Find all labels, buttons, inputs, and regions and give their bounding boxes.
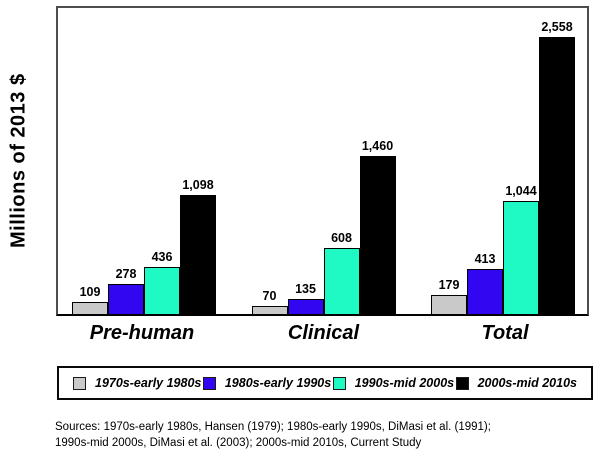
bar-group-pre-human: 109 278 436 1,098 [72,179,216,314]
bar-1990s-mid-2000s: 436 [144,251,180,314]
x-axis-labels: Pre-human Clinical Total [56,322,589,345]
bar-group-total: 179 413 1,044 2,558 [431,21,575,314]
legend-label: 2000s-mid 2010s [477,376,577,390]
bar-1980s-early-1990s: 413 [467,253,503,314]
legend-label: 1980s-early 1990s [224,376,332,390]
y-axis-label: Millions of 2013 $ [7,73,30,249]
bar-1990s-mid-2000s: 1,044 [503,185,539,314]
legend-swatch-icon [332,376,346,390]
bar-2000s-mid-2010s: 1,098 [180,179,216,314]
bar-value-label: 2,558 [541,20,573,34]
legend-swatch-icon [202,376,216,390]
sources-line-2: 1990s-mid 2000s, DiMasi et al. (2003); 2… [55,437,422,449]
legend-item-1990s-mid-2000s: 1990s-mid 2000s [332,376,455,390]
bar-1970s-early-1980s: 70 [251,290,288,314]
bar-value-label: 608 [331,231,352,245]
legend-label: 1990s-mid 2000s [354,376,455,390]
legend-item-1970s-early-1980s: 1970s-early 1980s [73,376,201,390]
x-axis-label-clinical: Clinical [287,322,360,344]
bar-value-label: 179 [438,278,460,292]
bar-1970s-early-1980s: 109 [72,286,108,314]
legend-item-1980s-early-1990s: 1980s-early 1990s [202,376,332,390]
bar-value-label: 413 [474,252,496,266]
bar-value-label: 135 [295,282,316,296]
bar-value-label: 1,460 [361,139,394,153]
bar-2000s-mid-2010s: 1,460 [359,140,396,314]
legend-swatch-icon [73,376,86,390]
bar-1990s-mid-2000s: 608 [323,232,360,314]
sources-note: Sources: 1970s-early 1980s, Hansen (1979… [55,419,491,451]
legend-item-2000s-mid-2010s: 2000s-mid 2010s [455,376,577,390]
x-axis-label-pre-human: Pre-human [89,322,195,344]
bar-value-label: 436 [151,250,173,264]
plot-area: 109 278 436 1,098 70 135 608 1,460 179 413 1,044 2,… [56,6,589,316]
bar-1980s-early-1990s: 135 [287,283,324,314]
bar-value-label: 278 [115,267,137,281]
bar-2000s-mid-2010s: 2,558 [539,21,575,314]
x-axis-label-total: Total [481,322,529,344]
sources-line-1: Sources: 1970s-early 1980s, Hansen (1979… [55,421,491,433]
bar-value-label: 109 [79,285,101,299]
bar-value-label: 70 [262,289,277,303]
bar-1980s-early-1990s: 278 [108,268,144,314]
bar-1970s-early-1980s: 179 [431,279,467,314]
legend-swatch-icon [455,376,469,390]
bar-value-label: 1,044 [505,184,537,198]
bar-group-clinical: 70 135 608 1,460 [251,140,396,314]
legend-box: 1970s-early 1980s 1980s-early 1990s 1990s-… [57,366,593,400]
legend-label: 1970s-early 1980s [95,376,202,390]
bar-value-label: 1,098 [182,178,214,192]
